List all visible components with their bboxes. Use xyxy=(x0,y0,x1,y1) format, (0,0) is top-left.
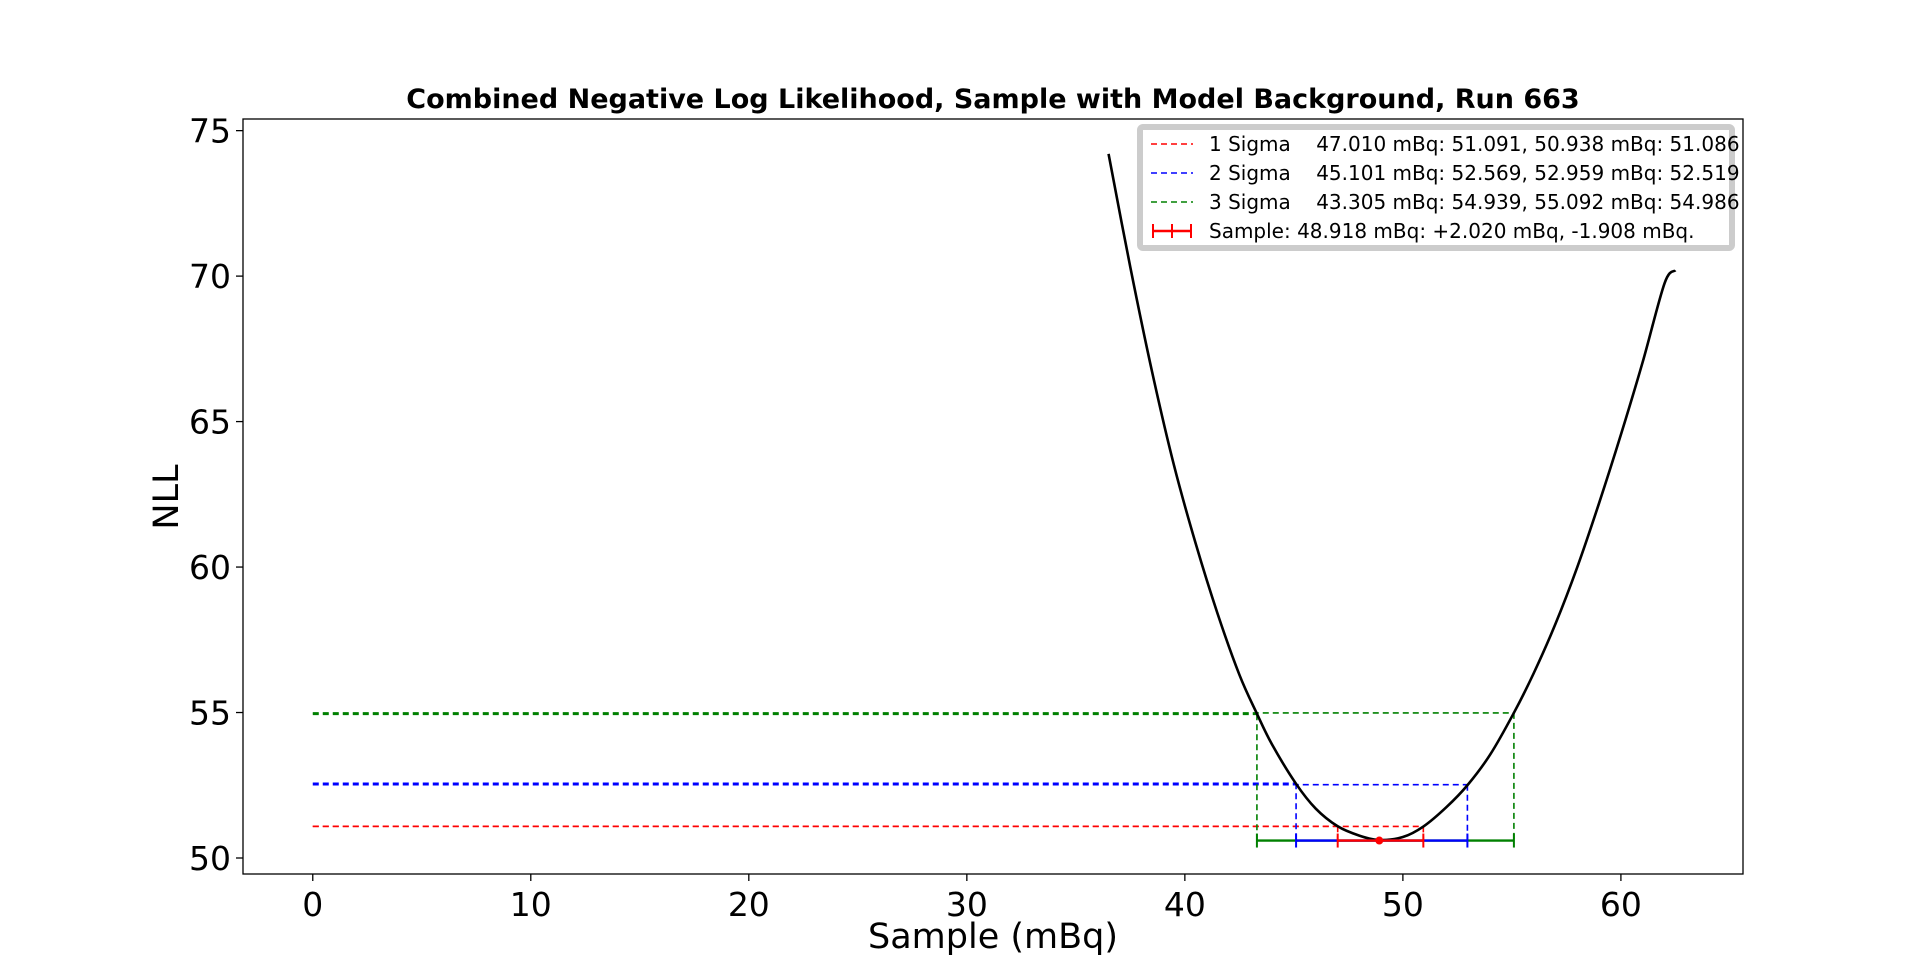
legend-sample: Sample: 48.918 mBq: +2.020 mBq, -1.908 m… xyxy=(1152,219,1695,243)
y-tick-label: 55 xyxy=(189,694,231,733)
x-tick-label: 40 xyxy=(1164,885,1206,924)
legend-sigma-2-label: 2 Sigma 45.101 mBq: 52.569, 52.959 mBq: … xyxy=(1209,161,1740,185)
y-axis-label: NLL xyxy=(147,464,187,530)
y-axis-ticks: 50 55 60 65 70 75 xyxy=(189,112,243,878)
legend-frame xyxy=(1137,124,1735,251)
chart-title: Combined Negative Log Likelihood, Sample… xyxy=(406,84,1579,115)
sigma-lines-group xyxy=(312,712,1515,841)
plot-frame xyxy=(242,118,1744,875)
sample-point xyxy=(1375,836,1384,845)
legend-sample-label: Sample: 48.918 mBq: +2.020 mBq, -1.908 m… xyxy=(1209,219,1695,243)
x-tick-label: 10 xyxy=(510,885,552,924)
y-tick-label: 60 xyxy=(189,548,231,587)
legend: 1 Sigma 47.010 mBq: 51.091, 50.938 mBq: … xyxy=(1137,124,1740,251)
legend-sigma-1-label: 1 Sigma 47.010 mBq: 51.091, 50.938 mBq: … xyxy=(1209,132,1740,156)
legend-sigma-3-label: 3 Sigma 43.305 mBq: 54.939, 55.092 mBq: … xyxy=(1209,190,1740,214)
x-axis-ticks: 0 10 20 30 40 50 60 xyxy=(302,874,1642,924)
curve-layer xyxy=(1107,153,1677,842)
y-tick-label: 50 xyxy=(189,839,231,878)
x-tick-label: 60 xyxy=(1600,885,1642,924)
legend-sigma-1: 1 Sigma 47.010 mBq: 51.091, 50.938 mBq: … xyxy=(1151,132,1740,156)
legend-sigma-2: 2 Sigma 45.101 mBq: 52.569, 52.959 mBq: … xyxy=(1151,161,1740,185)
x-tick-label: 50 xyxy=(1382,885,1424,924)
legend-sigma-3: 3 Sigma 43.305 mBq: 54.939, 55.092 mBq: … xyxy=(1151,190,1740,214)
y-tick-label: 70 xyxy=(189,257,231,296)
x-tick-label: 0 xyxy=(302,885,323,924)
x-axis-label: Sample (mBq) xyxy=(868,917,1118,957)
y-tick-label: 65 xyxy=(189,403,231,442)
y-tick-label: 75 xyxy=(189,112,231,151)
x-tick-label: 30 xyxy=(946,885,988,924)
x-tick-label: 20 xyxy=(728,885,770,924)
error-bars-group xyxy=(1255,833,1515,848)
nll-curve xyxy=(1107,153,1677,842)
